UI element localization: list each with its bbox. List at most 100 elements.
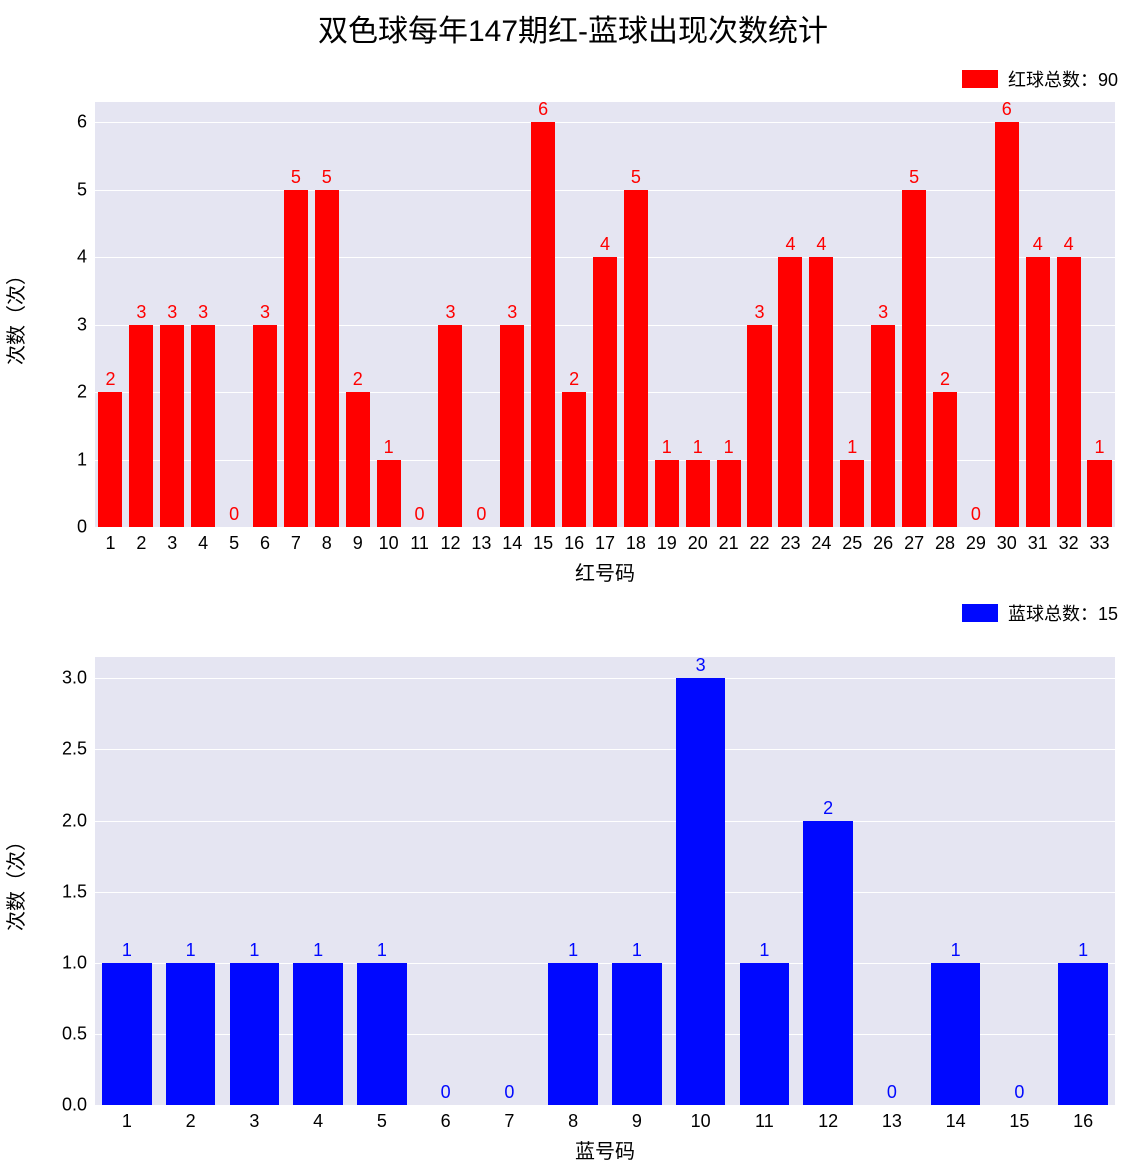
- red-bar-value-label: 2: [105, 369, 115, 390]
- blue-ytick: 1.5: [62, 881, 87, 902]
- red-ytick: 0: [77, 517, 87, 538]
- red-bar: [624, 190, 648, 527]
- blue-bar-value-label: 0: [441, 1082, 451, 1103]
- blue-bar: [230, 963, 280, 1105]
- red-bar-value-label: 4: [1064, 234, 1074, 255]
- red-xtick: 24: [811, 533, 831, 554]
- blue-xtick: 5: [377, 1111, 387, 1132]
- red-xtick: 21: [719, 533, 739, 554]
- blue-xtick: 4: [313, 1111, 323, 1132]
- red-chart-plot-area: [95, 102, 1115, 527]
- red-xtick: 28: [935, 533, 955, 554]
- red-bar: [531, 122, 555, 527]
- red-bar-value-label: 6: [538, 99, 548, 120]
- blue-bar-value-label: 1: [951, 940, 961, 961]
- red-xtick: 6: [260, 533, 270, 554]
- blue-bar: [293, 963, 343, 1105]
- blue-ytick: 1.0: [62, 952, 87, 973]
- red-xtick: 16: [564, 533, 584, 554]
- red-chart-xlabel: 红号码: [575, 557, 635, 586]
- red-xtick: 1: [105, 533, 115, 554]
- red-bar-value-label: 4: [600, 234, 610, 255]
- blue-bar: [357, 963, 407, 1105]
- red-ytick: 2: [77, 382, 87, 403]
- red-bar: [160, 325, 184, 527]
- red-xtick: 9: [353, 533, 363, 554]
- red-bar-value-label: 2: [353, 369, 363, 390]
- red-bar: [500, 325, 524, 527]
- red-legend-label: 红球总数：90: [1008, 66, 1118, 92]
- red-bar: [98, 392, 122, 527]
- blue-chart-plot-area: [95, 657, 1115, 1105]
- blue-xtick: 1: [122, 1111, 132, 1132]
- gridline: [95, 190, 1115, 191]
- red-bar: [346, 392, 370, 527]
- red-bar-value-label: 3: [878, 302, 888, 323]
- red-xtick: 7: [291, 533, 301, 554]
- red-bar-value-label: 3: [445, 302, 455, 323]
- red-xtick: 4: [198, 533, 208, 554]
- red-bar-value-label: 3: [755, 302, 765, 323]
- red-bar-value-label: 5: [291, 167, 301, 188]
- blue-bar-value-label: 1: [632, 940, 642, 961]
- red-bar-value-label: 2: [569, 369, 579, 390]
- blue-xtick: 10: [691, 1111, 711, 1132]
- blue-bar-value-label: 1: [1078, 940, 1088, 961]
- blue-ytick: 0.5: [62, 1023, 87, 1044]
- red-bar-value-label: 4: [1033, 234, 1043, 255]
- blue-xtick: 6: [441, 1111, 451, 1132]
- red-xtick: 20: [688, 533, 708, 554]
- red-xtick: 23: [780, 533, 800, 554]
- blue-chart-ylabel: 次数（次）: [0, 831, 29, 931]
- red-bar: [593, 257, 617, 527]
- blue-bar-value-label: 1: [249, 940, 259, 961]
- red-bar-value-label: 1: [384, 437, 394, 458]
- red-bar-value-label: 0: [229, 504, 239, 525]
- red-bar-value-label: 1: [847, 437, 857, 458]
- blue-xtick: 14: [946, 1111, 966, 1132]
- red-bar: [686, 460, 710, 527]
- red-bar-value-label: 6: [1002, 99, 1012, 120]
- red-bar: [1057, 257, 1081, 527]
- blue-bar-value-label: 0: [887, 1082, 897, 1103]
- red-bar-value-label: 1: [724, 437, 734, 458]
- red-bar-value-label: 0: [971, 504, 981, 525]
- red-xtick: 19: [657, 533, 677, 554]
- blue-chart-xlabel: 蓝号码: [575, 1135, 635, 1164]
- red-bar-value-label: 5: [909, 167, 919, 188]
- red-xtick: 29: [966, 533, 986, 554]
- gridline: [95, 749, 1115, 750]
- gridline: [95, 892, 1115, 893]
- red-bar: [377, 460, 401, 527]
- gridline: [95, 821, 1115, 822]
- red-xtick: 26: [873, 533, 893, 554]
- blue-ytick: 3.0: [62, 668, 87, 689]
- red-xtick: 15: [533, 533, 553, 554]
- red-bar: [995, 122, 1019, 527]
- red-bar-value-label: 3: [167, 302, 177, 323]
- red-bar: [809, 257, 833, 527]
- gridline: [95, 122, 1115, 123]
- red-bar: [1026, 257, 1050, 527]
- red-ytick: 5: [77, 179, 87, 200]
- red-xtick: 22: [750, 533, 770, 554]
- red-chart-ylabel: 次数（次）: [0, 265, 29, 365]
- blue-bar: [676, 678, 726, 1105]
- red-bar-value-label: 3: [260, 302, 270, 323]
- blue-ytick: 2.0: [62, 810, 87, 831]
- red-bar: [717, 460, 741, 527]
- red-xtick: 14: [502, 533, 522, 554]
- red-ytick: 3: [77, 314, 87, 335]
- red-ytick: 6: [77, 112, 87, 133]
- blue-ytick: 0.0: [62, 1095, 87, 1116]
- red-bar-value-label: 0: [476, 504, 486, 525]
- red-xtick: 25: [842, 533, 862, 554]
- red-bar-value-label: 3: [136, 302, 146, 323]
- red-xtick: 27: [904, 533, 924, 554]
- blue-bar: [931, 963, 981, 1105]
- red-bar-value-label: 0: [415, 504, 425, 525]
- blue-bar-value-label: 1: [377, 940, 387, 961]
- red-xtick: 31: [1028, 533, 1048, 554]
- blue-xtick: 7: [504, 1111, 514, 1132]
- blue-xtick: 9: [632, 1111, 642, 1132]
